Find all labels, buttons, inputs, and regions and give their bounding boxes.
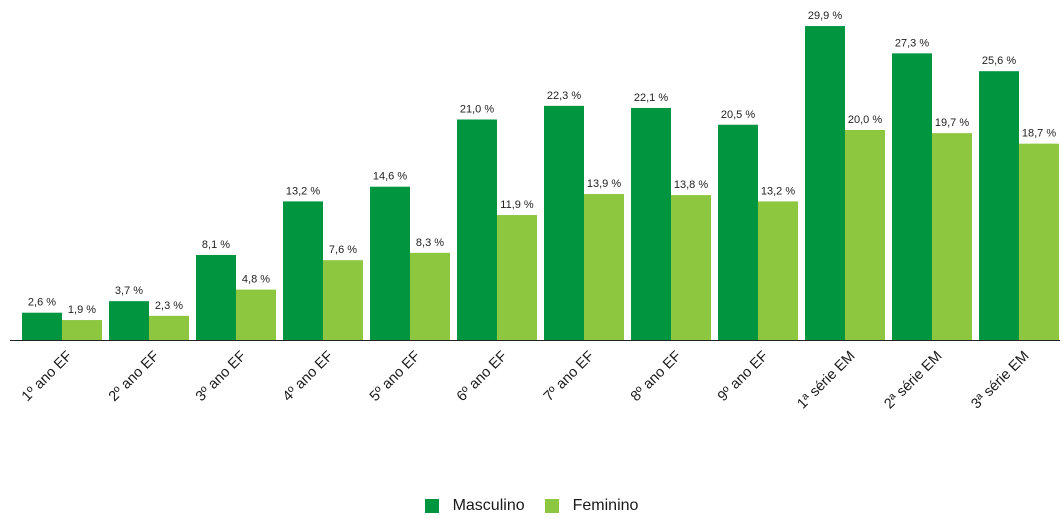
bar-masculino-11	[892, 53, 932, 340]
bar-feminino-5	[410, 252, 450, 340]
legend-item-masculino: Masculino	[424, 497, 525, 515]
value-label-feminino-6: 11,9 %	[500, 199, 534, 211]
value-label-masculino-4: 13,2 %	[286, 185, 320, 197]
legend-label-masculino: Masculino	[452, 497, 525, 514]
value-label-feminino-9: 13,2 %	[761, 185, 795, 197]
value-label-masculino-3: 8,1 %	[202, 239, 230, 251]
value-label-feminino-12: 18,7 %	[1022, 128, 1056, 140]
value-label-masculino-5: 14,6 %	[373, 171, 407, 183]
value-label-feminino-7: 13,9 %	[587, 178, 621, 190]
value-label-feminino-11: 19,7 %	[935, 117, 969, 129]
value-label-feminino-1: 1,9 %	[68, 304, 96, 316]
bar-feminino-9	[758, 201, 798, 340]
bar-masculino-7	[544, 105, 584, 340]
value-label-masculino-6: 21,0 %	[460, 104, 494, 116]
category-label-1: 1º ano EF	[19, 348, 76, 405]
category-label-12: 3ª série EM	[968, 348, 1032, 412]
category-labels-group: 1º ano EF 2º ano EF 3º ano EF 4º ano EF 5º a…	[19, 348, 1033, 412]
bar-feminino-12	[1019, 143, 1059, 340]
bar-masculino-6	[457, 119, 497, 340]
category-label-3: 3º ano EF	[193, 348, 250, 405]
bar-feminino-7	[584, 194, 624, 340]
bar-feminino-10	[845, 130, 885, 340]
bar-feminino-11	[932, 133, 972, 340]
legend-item-feminino: Feminino	[544, 497, 639, 515]
bar-feminino-8	[671, 195, 711, 340]
category-label-11: 2ª série EM	[881, 348, 945, 412]
legend-swatch-feminino	[544, 499, 559, 513]
legend-swatch-masculino	[424, 499, 439, 513]
bar-feminino-6	[497, 215, 537, 340]
bar-masculino-8	[631, 107, 671, 340]
value-label-feminino-2: 2,3 %	[155, 300, 183, 312]
value-label-masculino-12: 25,6 %	[982, 55, 1016, 67]
bar-feminino-2	[149, 315, 189, 340]
value-label-masculino-10: 29,9 %	[808, 10, 842, 22]
bar-masculino-3	[196, 254, 236, 340]
value-label-feminino-10: 20,0 %	[848, 114, 882, 126]
category-label-10: 1ª série EM	[794, 348, 858, 412]
category-label-8: 8º ano EF	[628, 348, 685, 405]
bars-group	[22, 26, 1059, 341]
bar-chart: 2,6 % 1,9 % 3,7 % 2,3 % 8,1 % 4,8 % 13,2 % 7,6 …	[10, 10, 1060, 412]
bar-masculino-5	[370, 186, 410, 340]
bar-masculino-4	[283, 201, 323, 340]
value-label-masculino-11: 27,3 %	[895, 37, 929, 49]
category-label-6: 6º ano EF	[454, 348, 511, 405]
legend-label-feminino: Feminino	[572, 497, 639, 514]
bar-masculino-1	[22, 312, 62, 340]
bar-masculino-2	[109, 301, 149, 340]
value-label-masculino-8: 22,1 %	[634, 92, 668, 104]
value-label-feminino-3: 4,8 %	[242, 274, 270, 286]
legend: Masculino Feminino	[0, 497, 1063, 515]
bar-feminino-1	[62, 320, 102, 340]
bar-feminino-4	[323, 260, 363, 340]
value-label-feminino-5: 8,3 %	[416, 237, 444, 249]
category-label-7: 7º ano EF	[541, 348, 598, 405]
category-label-2: 2º ano EF	[106, 348, 163, 405]
bar-masculino-10	[805, 26, 845, 341]
category-label-5: 5º ano EF	[367, 348, 424, 405]
category-label-4: 4º ano EF	[280, 348, 337, 405]
value-label-masculino-2: 3,7 %	[115, 285, 143, 297]
bar-feminino-3	[236, 289, 276, 340]
category-label-9: 9º ano EF	[715, 348, 772, 405]
bar-masculino-12	[979, 71, 1019, 340]
bar-masculino-9	[718, 124, 758, 340]
value-label-feminino-4: 7,6 %	[329, 244, 357, 256]
value-label-masculino-1: 2,6 %	[28, 297, 56, 309]
value-label-feminino-8: 13,8 %	[674, 179, 708, 191]
value-labels-group: 2,6 % 1,9 % 3,7 % 2,3 % 8,1 % 4,8 % 13,2 % 7,6 …	[28, 10, 1056, 316]
value-label-masculino-9: 20,5 %	[721, 109, 755, 121]
value-label-masculino-7: 22,3 %	[547, 90, 581, 102]
